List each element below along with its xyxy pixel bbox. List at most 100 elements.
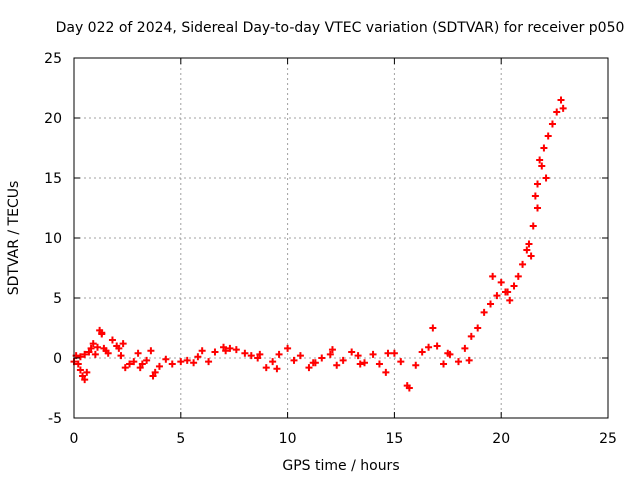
x-tick-label: 10 xyxy=(279,431,297,447)
data-point xyxy=(497,278,505,286)
y-tick-label: -5 xyxy=(48,411,62,427)
ticks: 0 5 10 15 20 25 -5 0 5 10 15 20 25 xyxy=(44,51,617,447)
data-point xyxy=(356,360,364,368)
data-point xyxy=(232,346,240,354)
data-point xyxy=(519,260,527,268)
data-point xyxy=(339,356,347,364)
data-point xyxy=(256,350,264,358)
data-point xyxy=(126,360,134,368)
data-point xyxy=(76,353,84,361)
data-point xyxy=(83,368,91,376)
data-point xyxy=(557,96,565,104)
data-point xyxy=(81,350,89,358)
x-tick-label: 5 xyxy=(176,431,185,447)
data-point xyxy=(134,349,142,357)
data-point xyxy=(536,156,544,164)
data-point xyxy=(269,358,277,366)
data-point xyxy=(553,108,561,116)
data-point xyxy=(559,104,567,112)
data-point xyxy=(85,348,93,356)
data-point xyxy=(506,296,514,304)
y-tick-label: 10 xyxy=(44,231,62,247)
data-point xyxy=(465,356,473,364)
data-point xyxy=(273,365,281,373)
data-point xyxy=(467,332,475,340)
data-point xyxy=(548,120,556,128)
data-point xyxy=(220,343,228,351)
data-point xyxy=(360,359,368,367)
x-tick-label: 0 xyxy=(70,431,79,447)
data-point xyxy=(493,292,501,300)
data-point xyxy=(480,308,488,316)
data-point xyxy=(254,354,262,362)
data-point xyxy=(93,343,101,351)
data-point xyxy=(354,352,362,360)
data-point xyxy=(81,376,89,384)
data-point xyxy=(333,361,341,369)
data-point xyxy=(108,336,116,344)
data-point xyxy=(326,350,334,358)
data-point xyxy=(504,288,512,296)
y-tick-label: 0 xyxy=(53,351,62,367)
data-point xyxy=(382,368,390,376)
data-point xyxy=(390,349,398,357)
data-point xyxy=(194,353,202,361)
data-point xyxy=(102,347,110,355)
x-tick-label: 15 xyxy=(385,431,403,447)
data-point xyxy=(534,180,542,188)
data-point xyxy=(369,350,377,358)
data-point xyxy=(247,352,255,360)
data-point xyxy=(87,344,95,352)
data-point xyxy=(405,384,413,392)
data-point xyxy=(525,240,533,248)
data-point xyxy=(474,324,482,332)
data-point xyxy=(198,347,206,355)
data-point xyxy=(284,344,292,352)
data-point xyxy=(425,343,433,351)
data-point xyxy=(375,360,383,368)
data-point xyxy=(489,272,497,280)
data-point xyxy=(318,354,326,362)
data-point xyxy=(296,352,304,360)
data-point xyxy=(309,359,317,367)
data-point xyxy=(544,132,552,140)
data-point xyxy=(523,246,531,254)
data-point xyxy=(162,355,170,363)
y-tick-label: 5 xyxy=(53,291,62,307)
y-tick-label: 15 xyxy=(44,171,62,187)
data-point xyxy=(540,144,548,152)
data-point xyxy=(89,340,97,348)
data-point xyxy=(531,192,539,200)
data-point xyxy=(98,330,106,338)
data-point xyxy=(433,342,441,350)
data-point xyxy=(241,349,249,357)
data-point xyxy=(136,364,144,372)
data-point xyxy=(119,340,127,348)
data-point xyxy=(76,366,84,374)
data-point xyxy=(115,344,123,352)
data-point xyxy=(275,350,283,358)
data-point xyxy=(155,362,163,370)
grid xyxy=(74,58,608,418)
data-point xyxy=(74,360,82,368)
data-point xyxy=(211,348,219,356)
data-point xyxy=(290,356,298,364)
data-point xyxy=(149,372,157,380)
data-point xyxy=(418,348,426,356)
y-tick-label: 25 xyxy=(44,51,62,67)
data-point xyxy=(412,361,420,369)
data-point xyxy=(226,344,234,352)
data-point xyxy=(384,349,392,357)
data-point xyxy=(183,356,191,364)
data-point xyxy=(262,364,270,372)
y-tick-label: 20 xyxy=(44,111,62,127)
data-point xyxy=(454,358,462,366)
data-point xyxy=(222,347,230,355)
data-point xyxy=(534,204,542,212)
data-point xyxy=(190,359,198,367)
data-point xyxy=(487,300,495,308)
data-point xyxy=(397,358,405,366)
data-point xyxy=(461,344,469,352)
data-point xyxy=(143,356,151,364)
